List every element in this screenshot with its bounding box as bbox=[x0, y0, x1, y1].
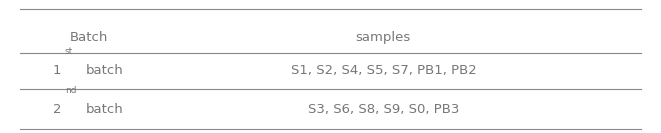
Text: nd: nd bbox=[65, 86, 76, 95]
Text: samples: samples bbox=[356, 31, 411, 44]
Text: 1: 1 bbox=[53, 64, 61, 77]
Text: S3, S6, S8, S9, S0, PB3: S3, S6, S8, S9, S0, PB3 bbox=[307, 103, 459, 116]
Text: batch: batch bbox=[86, 64, 124, 77]
Text: batch: batch bbox=[86, 103, 124, 116]
Text: 2: 2 bbox=[53, 103, 61, 116]
Text: st: st bbox=[65, 47, 73, 56]
Text: S1, S2, S4, S5, S7, PB1, PB2: S1, S2, S4, S5, S7, PB1, PB2 bbox=[290, 64, 477, 77]
Text: Batch: Batch bbox=[70, 31, 108, 44]
